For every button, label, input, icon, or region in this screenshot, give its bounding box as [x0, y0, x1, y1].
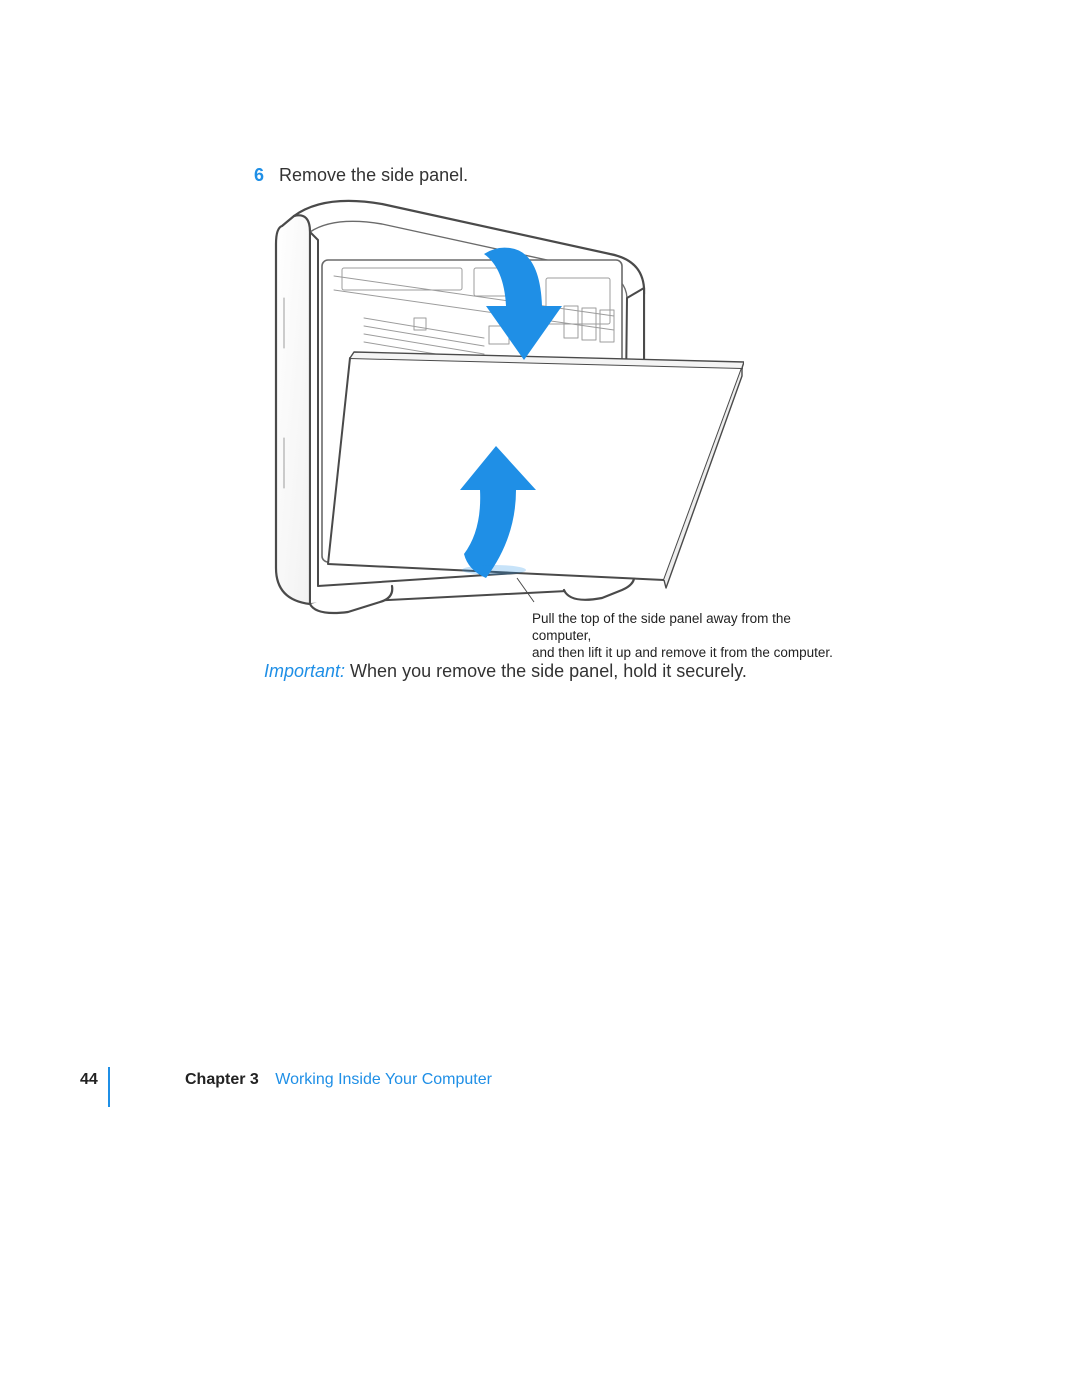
step-number: 6: [254, 165, 264, 185]
instruction-step: 6 Remove the side panel.: [254, 163, 468, 187]
chapter-label: Chapter 3: [185, 1071, 259, 1088]
important-note: Important: When you remove the side pane…: [264, 659, 747, 683]
diagram-svg: [264, 198, 744, 618]
important-label: Important:: [264, 661, 350, 681]
step-text: Remove the side panel.: [279, 165, 468, 185]
callout-line-1: Pull the top of the side panel away from…: [532, 611, 791, 643]
chapter-title: Working Inside Your Computer: [275, 1071, 492, 1088]
important-text: When you remove the side panel, hold it …: [350, 661, 747, 681]
arrow-reflection: [462, 565, 526, 575]
page-number: 44: [80, 1071, 98, 1089]
page-footer: 44 Chapter 3 Working Inside Your Compute…: [108, 1067, 710, 1107]
side-panel: [328, 352, 744, 588]
chapter-info: Chapter 3 Working Inside Your Computer: [185, 1071, 492, 1089]
side-panel-diagram: [264, 198, 744, 618]
callout-line-2: and then lift it up and remove it from t…: [532, 645, 833, 660]
figure-callout: Pull the top of the side panel away from…: [532, 610, 842, 661]
